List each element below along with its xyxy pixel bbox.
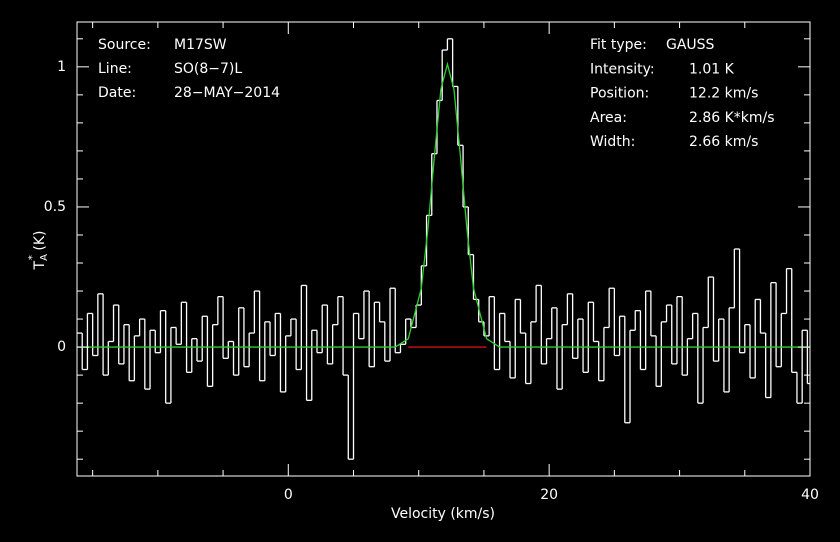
- annotation-label: Date:: [98, 85, 136, 101]
- annotation-label: Source:: [98, 37, 151, 53]
- annotation-value: M17SW: [174, 37, 227, 53]
- x-tick-label: 0: [284, 487, 293, 503]
- y-label-superscript: *: [27, 255, 38, 260]
- x-tick-label: 20: [540, 487, 558, 503]
- fit-line: [77, 61, 810, 348]
- annotation-value: GAUSS: [666, 37, 715, 53]
- y-label-symbol: T: [32, 260, 48, 270]
- plot-frame: [76, 21, 811, 477]
- annotation-label: Line:: [98, 61, 132, 77]
- y-axis-label: TA* (K): [27, 231, 50, 271]
- y-label-unit: (K): [32, 231, 48, 256]
- annotation-value: 2.86 K*km/s: [689, 110, 775, 126]
- annotation-value: SO(8−7)L: [174, 61, 242, 77]
- annotation-label: Width:: [590, 134, 635, 150]
- annotation-value: 1.01 K: [689, 61, 735, 77]
- annotation-label: Intensity:: [590, 61, 655, 77]
- x-tick-label: 40: [801, 487, 819, 503]
- y-label-subscript: A: [39, 254, 50, 261]
- annotation-value: 12.2 km/s: [689, 86, 758, 102]
- y-tick-label: 0: [57, 339, 66, 355]
- annotation-value: 2.66 km/s: [689, 134, 758, 150]
- x-axis-label: Velocity (km/s): [391, 506, 495, 522]
- annotation-label: Fit type:: [590, 37, 647, 53]
- annotation-label: Position:: [590, 86, 649, 102]
- y-tick-label: 1: [57, 59, 66, 75]
- y-tick-label: 0.5: [44, 199, 66, 215]
- annotation-label: Area:: [590, 110, 627, 126]
- annotation-value: 28−MAY−2014: [174, 85, 280, 101]
